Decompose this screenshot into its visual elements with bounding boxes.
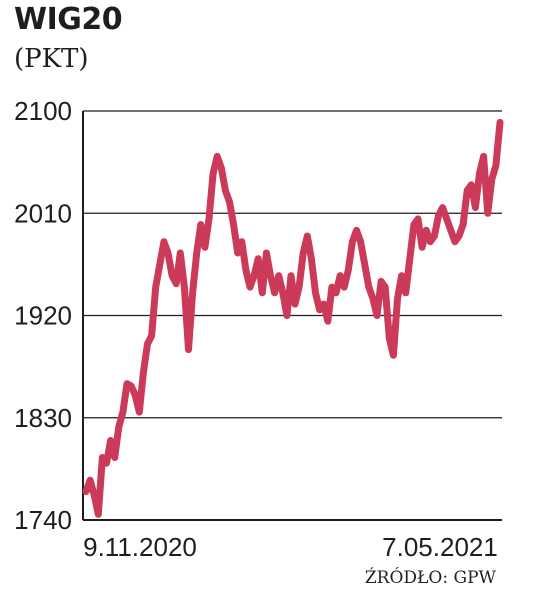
chart-unit: (PKT)	[14, 44, 89, 74]
source-note: ŹRÓDŁO: GPW	[364, 568, 496, 588]
y-tick-label: 1830	[14, 403, 72, 433]
y-tick-label: 1920	[14, 301, 72, 331]
y-tick-label: 1740	[14, 505, 72, 535]
x-tick-label-end: 7.05.2021	[382, 532, 498, 562]
y-tick-label: 2010	[14, 198, 72, 228]
x-tick-label-start: 9.11.2020	[83, 532, 197, 562]
y-tick-label: 2100	[14, 96, 72, 126]
chart-title: WIG20	[14, 2, 123, 37]
series-line	[82, 118, 504, 518]
